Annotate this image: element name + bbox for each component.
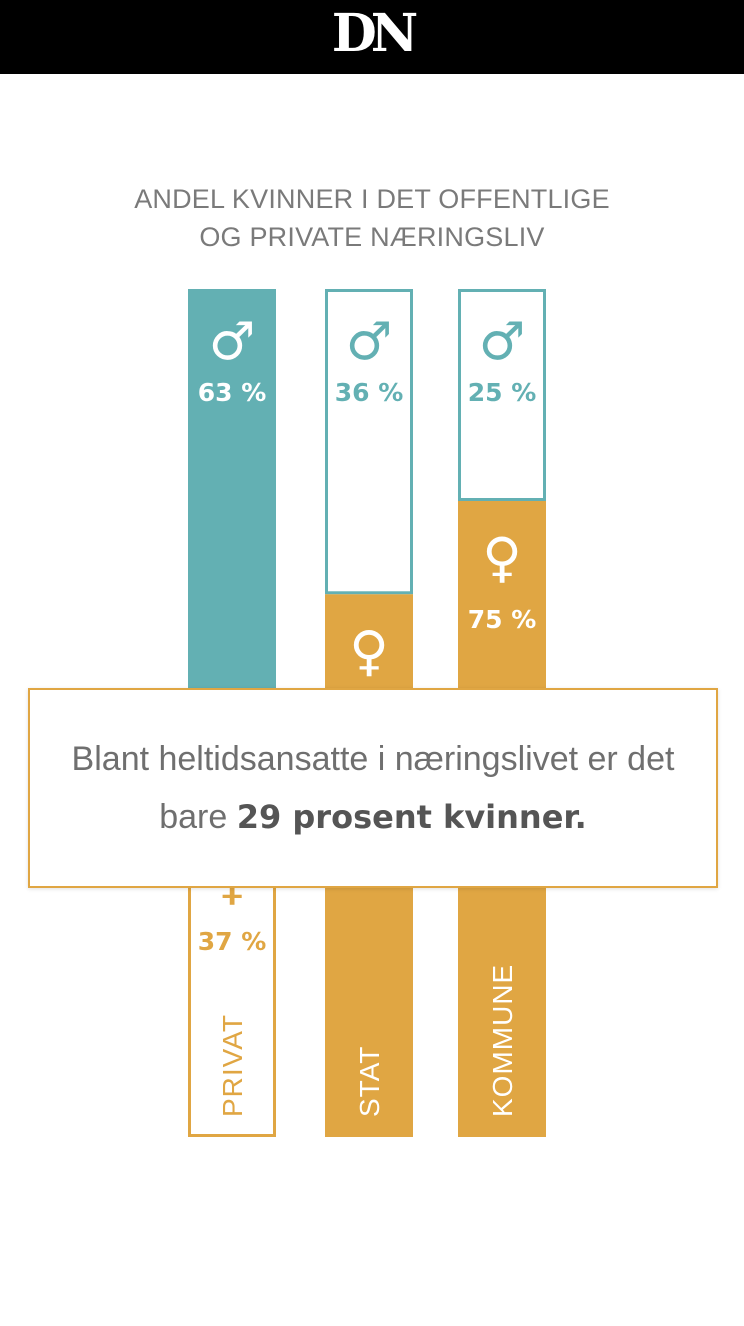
- category-label: KOMMUNE: [487, 964, 518, 1117]
- female-symbol-icon: ♀: [349, 619, 389, 682]
- bar-value-label-male: 63 %: [198, 378, 267, 407]
- chart-title-line-2: OG PRIVATE NÆRINGSLIV: [199, 222, 545, 252]
- female-symbol-icon: ♀: [482, 526, 522, 589]
- dn-logo[interactable]: DN: [331, 3, 419, 64]
- category-label: STAT: [354, 1046, 385, 1117]
- callout-text-bold: 29 prosent kvinner.: [236, 798, 587, 836]
- chart-title-line-1: ANDEL KVINNER I DET OFFENTLIGE: [134, 184, 610, 214]
- bar-value-label-male: 25 %: [468, 378, 537, 407]
- bar-male-kommune: [458, 289, 546, 501]
- callout-text: Blant heltidsansatte i næringslivet er d…: [63, 730, 683, 846]
- male-symbol-icon: ♂: [346, 312, 393, 372]
- bar-value-label-female: 75 %: [468, 605, 537, 634]
- male-symbol-icon: ♂: [209, 312, 256, 372]
- male-symbol-icon: ♂: [479, 312, 526, 372]
- category-label: PRIVAT: [217, 1014, 248, 1117]
- callout-text-regular: Blant heltidsansatte i næringslivet er d…: [71, 740, 675, 836]
- bar-value-label-female: 37 %: [198, 927, 267, 956]
- bar-male-stat: [325, 289, 413, 595]
- bar-value-label-male: 36 %: [335, 378, 404, 407]
- callout-box: Blant heltidsansatte i næringslivet er d…: [28, 688, 718, 888]
- top-bar: DN: [0, 0, 744, 74]
